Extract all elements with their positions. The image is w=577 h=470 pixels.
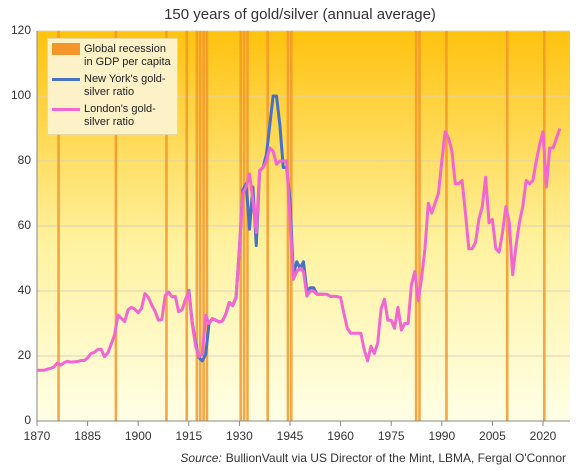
y-tick-label: 100	[11, 88, 31, 102]
x-tick-label: 1915	[175, 429, 202, 443]
source-label: Source:	[180, 451, 221, 465]
y-tick-label: 40	[18, 283, 32, 297]
legend-swatch	[52, 78, 80, 81]
recession-bar	[165, 31, 168, 421]
recession-bar	[286, 31, 290, 421]
recession-bar	[246, 31, 249, 421]
x-tick-label: 2005	[479, 429, 506, 443]
legend-item: New York's gold-silver ratio	[52, 73, 173, 99]
y-tick-label: 0	[24, 413, 31, 427]
legend-swatch	[52, 108, 80, 111]
recession-bar	[505, 31, 509, 421]
legend: Global recession in GDP per capita New Y…	[47, 38, 178, 135]
x-tick-label: 1960	[327, 429, 354, 443]
recession-bar	[202, 31, 205, 421]
recession-bar	[543, 31, 546, 421]
recession-bar	[242, 31, 246, 421]
x-tick-label: 1900	[125, 429, 152, 443]
recession-bar	[195, 31, 199, 421]
source: Source: BullionVault via US Director of t…	[180, 451, 566, 465]
recession-bar	[185, 31, 189, 421]
recession-bar	[445, 31, 448, 421]
recession-bar	[418, 31, 421, 421]
legend-swatch	[52, 43, 80, 55]
recession-bar	[114, 31, 118, 421]
chart-title: 150 years of gold/silver (annual average…	[164, 6, 436, 23]
recession-bar	[57, 31, 60, 421]
y-tick-label: 120	[11, 23, 31, 37]
x-tick-label: 1930	[226, 429, 253, 443]
legend-item: Global recession in GDP per capita	[52, 43, 173, 69]
legend-label: London's gold-silver ratio	[84, 103, 156, 128]
x-tick-label: 1870	[24, 429, 51, 443]
source-text: BullionVault via US Director of the Mint…	[226, 451, 566, 465]
recession-bar	[198, 31, 202, 421]
recession-bar	[205, 31, 209, 421]
series-line	[37, 128, 562, 372]
y-tick-label: 60	[18, 218, 32, 232]
x-tick-label: 2020	[530, 429, 557, 443]
x-tick-label: 1990	[428, 429, 455, 443]
x-tick-label: 1885	[74, 429, 101, 443]
recession-bar	[266, 31, 269, 421]
y-tick-label: 20	[18, 348, 32, 362]
y-tick-label: 80	[18, 153, 32, 167]
x-tick-label: 1975	[378, 429, 405, 443]
legend-label: Global recession in GDP per capita	[84, 43, 171, 68]
legend-label: New York's gold-silver ratio	[84, 73, 166, 98]
recession-bar	[414, 31, 418, 421]
x-tick-label: 1945	[277, 429, 304, 443]
legend-item: London's gold-silver ratio	[52, 103, 173, 129]
